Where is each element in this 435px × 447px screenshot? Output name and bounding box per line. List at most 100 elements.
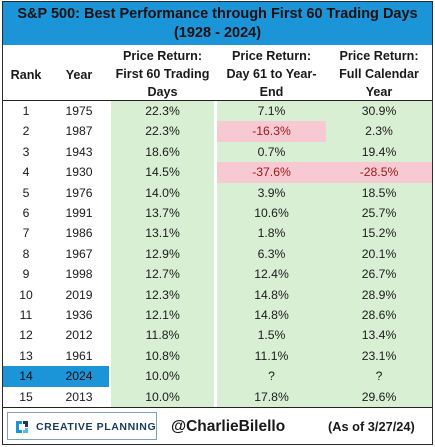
header-line: Price Return: <box>231 49 312 63</box>
creative-planning-logo: CREATIVE PLANNING <box>7 412 157 440</box>
full-year-cell: 15.2% <box>326 223 432 244</box>
first-60-days-cell: 22.3% <box>111 121 214 142</box>
first-60-days-cell: 10.0% <box>111 366 214 387</box>
table-row: 1 1975 22.3% 7.1% 30.9% <box>3 101 432 122</box>
header-line: Year <box>365 85 393 99</box>
table-row: 11 1936 12.1% 14.8% 28.6% <box>3 305 432 326</box>
first-60-days-cell: 12.7% <box>111 264 214 285</box>
first-60-days-cell: 22.3% <box>111 101 214 122</box>
day-61-to-year-end-cell: 10.6% <box>217 203 326 224</box>
header-full-calendar-year: Price Return: Full Calendar Year <box>326 47 432 101</box>
header-line: First 60 Trading <box>115 67 210 81</box>
day-61-to-year-end-cell: 12.4% <box>217 264 326 285</box>
first-60-days-cell: 18.6% <box>111 141 214 163</box>
rank-cell: 13 <box>19 348 33 363</box>
day-61-to-year-end-cell: 1.5% <box>217 325 326 346</box>
header-line: Days <box>147 85 178 99</box>
year-cell: 2012 <box>65 328 93 343</box>
table-row: 8 1967 12.9% 6.3% 20.1% <box>3 243 432 265</box>
full-year-cell: ? <box>326 366 432 387</box>
logo-text: CREATIVE PLANNING <box>36 421 157 433</box>
year-cell: 1987 <box>65 124 93 139</box>
day-61-to-year-end-cell: -37.6% <box>217 162 326 183</box>
year-cell: 2013 <box>65 389 93 404</box>
table-row: 9 1998 12.7% 12.4% 26.7% <box>3 264 432 285</box>
rank-cell: 3 <box>22 144 30 159</box>
year-cell: 1943 <box>65 144 93 159</box>
full-year-cell: 13.4% <box>326 325 432 346</box>
year-cell: 1991 <box>65 206 93 220</box>
first-60-days-cell: 14.5% <box>111 162 214 183</box>
day-61-to-year-end-cell: 7.1% <box>217 101 326 122</box>
header-line: Price Return: <box>122 49 203 63</box>
table-row: 13 1961 10.8% 11.1% 23.1% <box>3 345 432 367</box>
first-60-days-cell: 12.1% <box>111 305 214 326</box>
day-61-to-year-end-cell: 6.3% <box>217 243 326 265</box>
table-body: 1 1975 22.3% 7.1% 30.9% 2 1987 22.3% -16.3% 2.3% 3… <box>3 101 432 407</box>
full-year-cell: 20.1% <box>326 243 432 265</box>
table-row: 5 1976 14.0% 3.9% 18.5% <box>3 182 432 203</box>
rank-cell: 12 <box>19 328 33 343</box>
day-61-to-year-end-cell: 17.8% <box>217 386 326 407</box>
day-61-to-year-end-cell: 14.8% <box>217 284 326 305</box>
year-cell: 1967 <box>65 246 93 261</box>
day-61-to-year-end-cell: 1.8% <box>217 223 326 244</box>
footer: CREATIVE PLANNING @CharlieBilello (As of… <box>3 407 432 444</box>
full-year-cell: 18.5% <box>326 182 432 203</box>
first-60-days-cell: 10.8% <box>111 345 214 367</box>
column-headers: Rank Year Price Return: First 60 Trading… <box>3 45 432 101</box>
year-cell: 2024 <box>49 366 109 387</box>
header-day-61-to-year-end: Price Return: Day 61 to Year- End <box>217 47 326 101</box>
header-line: Day 61 to Year- <box>226 67 317 81</box>
year-cell: 1930 <box>65 165 93 180</box>
year-cell: 1976 <box>65 185 93 200</box>
author-handle: @CharlieBilello <box>171 418 286 435</box>
day-61-to-year-end-cell: 11.1% <box>217 345 326 367</box>
table-row: 4 1930 14.5% -37.6% -28.5% <box>3 162 432 183</box>
title-bar: S&P 500: Best Performance through First … <box>3 2 432 45</box>
as-of-date: (As of 3/27/24) <box>328 419 415 434</box>
year-cell: 2019 <box>65 287 93 302</box>
header-line: Price Return: <box>339 49 419 63</box>
full-year-cell: -28.5% <box>326 162 432 183</box>
year-cell: 1986 <box>65 226 93 241</box>
first-60-days-cell: 10.0% <box>111 386 214 407</box>
first-60-days-cell: 13.7% <box>111 203 214 224</box>
year-cell: 1998 <box>65 267 93 282</box>
first-60-days-cell: 14.0% <box>111 182 214 203</box>
first-60-days-cell: 13.1% <box>111 223 214 244</box>
table-row: 10 2019 12.3% 14.8% 28.9% <box>3 284 432 305</box>
header-rank: Rank <box>10 68 42 82</box>
rank-cell: 1 <box>22 104 30 118</box>
rank-cell: 4 <box>22 165 30 180</box>
first-60-days-cell: 11.8% <box>111 325 214 346</box>
day-61-to-year-end-cell: ? <box>217 366 326 387</box>
header-line: End <box>259 85 284 99</box>
day-61-to-year-end-cell: 14.8% <box>217 305 326 326</box>
year-cell: 1961 <box>65 348 93 363</box>
full-year-cell: 28.9% <box>326 284 432 305</box>
full-year-cell: 19.4% <box>326 141 432 163</box>
rank-cell: 10 <box>19 287 33 302</box>
year-cell: 1975 <box>65 104 93 118</box>
rank-cell: 14 <box>3 366 49 387</box>
header-first-60-days: Price Return: First 60 Trading Days <box>111 47 214 101</box>
page-subtitle: (1928 - 2024) <box>173 25 262 41</box>
full-year-cell: 25.7% <box>326 203 432 224</box>
rank-cell: 5 <box>22 185 30 200</box>
rank-cell: 15 <box>19 389 33 404</box>
table-row: 14 2024 10.0%?? <box>3 366 432 387</box>
header-line: Full Calendar <box>339 67 419 81</box>
rank-cell: 9 <box>22 267 30 282</box>
day-61-to-year-end-cell: 0.7% <box>217 141 326 163</box>
table-row: 3 1943 18.6% 0.7% 19.4% <box>3 141 432 163</box>
table-row: 7 1986 13.1% 1.8% 15.2% <box>3 223 432 244</box>
rank-cell: 2 <box>22 124 30 139</box>
full-year-cell: 23.1% <box>326 345 432 367</box>
header-year: Year <box>65 68 93 82</box>
page-title: S&P 500: Best Performance through First … <box>17 6 418 22</box>
table-row: 12 2012 11.8% 1.5% 13.4% <box>3 325 432 346</box>
day-61-to-year-end-cell: 3.9% <box>217 182 326 203</box>
first-60-days-cell: 12.3% <box>111 284 214 305</box>
rank-cell: 7 <box>22 226 30 241</box>
